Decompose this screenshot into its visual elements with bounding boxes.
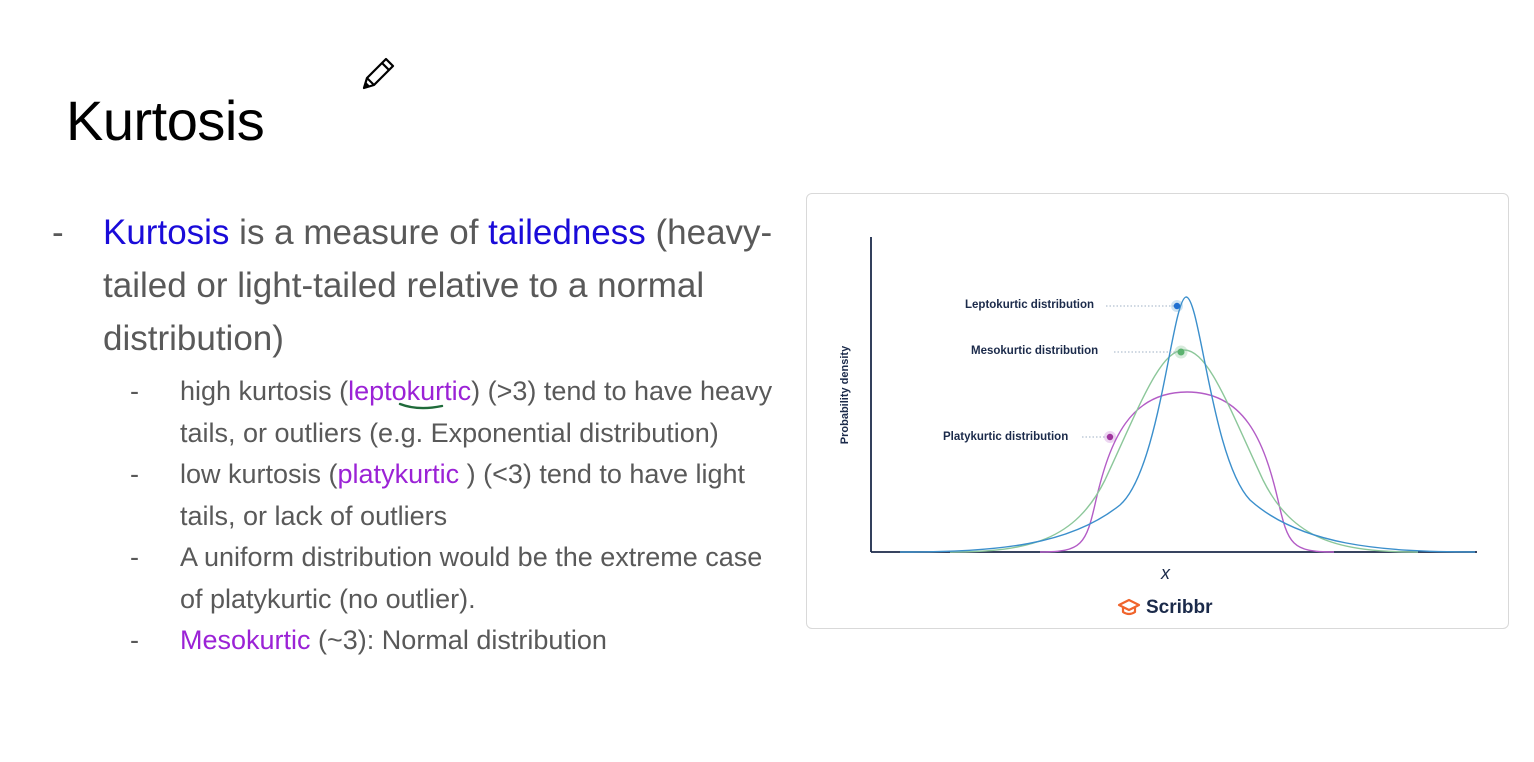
kurtosis-figure xyxy=(806,193,1509,629)
pencil-icon[interactable] xyxy=(358,52,400,94)
bullet-main-text: is a measure of xyxy=(229,213,489,252)
term-kurtosis: Kurtosis xyxy=(103,213,230,252)
y-axis-label: Probability density xyxy=(839,345,851,445)
label-leptokurtic: Leptokurtic distribution xyxy=(965,299,1095,311)
slide-title: Kurtosis xyxy=(66,89,265,152)
brand-name: Scribbr xyxy=(1146,597,1213,618)
sub-bullet-text: low kurtosis ( xyxy=(180,459,338,489)
bullet-list: - Kurtosis is a measure of tailedness (h… xyxy=(52,206,792,662)
term-mesokurtic: Mesokurtic xyxy=(180,625,311,655)
bullet-dash: - xyxy=(130,542,139,572)
bullet-dash: - xyxy=(130,625,139,655)
sub-bullet-mesokurtic: - Mesokurtic (~3): Normal distribution xyxy=(52,620,792,662)
sub-bullet-platykurtic: - low kurtosis (platykurtic ) (<3) tend … xyxy=(52,454,792,537)
term-platykurtic: platykurtic xyxy=(337,459,460,489)
bullet-dash: - xyxy=(130,376,139,406)
bullet-dash: - xyxy=(130,459,139,489)
handwritten-underline xyxy=(398,402,444,410)
graduation-cap-icon xyxy=(1117,598,1141,616)
sub-bullet-text: ) (>3) tend to have heavy tails, or outl… xyxy=(180,376,773,448)
sub-bullet-text: high kurtosis ( xyxy=(180,376,349,406)
label-platykurtic: Platykurtic distribution xyxy=(943,431,1069,443)
x-axis-label: x xyxy=(1161,563,1170,583)
label-mesokurtic: Mesokurtic distribution xyxy=(971,345,1099,357)
bullet-main-text-rest: (heavy-tailed or light-tailed relative t… xyxy=(103,213,773,358)
sub-bullet-text: A uniform distribution would be the extr… xyxy=(180,542,763,614)
term-leptokurtic: leptokurtic xyxy=(348,376,472,406)
bullet-main: - Kurtosis is a measure of tailedness (h… xyxy=(52,206,792,365)
scribbr-logo: Scribbr xyxy=(1117,596,1213,620)
term-tailedness: tailedness xyxy=(488,213,646,252)
sub-bullet-uniform: - A uniform distribution would be the ex… xyxy=(52,537,792,620)
sub-bullet-leptokurtic: - high kurtosis (leptokurtic) (>3) tend … xyxy=(52,371,792,454)
bullet-dash: - xyxy=(52,213,64,252)
sub-bullet-text: ) (<3) tend to have light tails, or lack… xyxy=(180,459,745,531)
sub-bullet-text: (~3): Normal distribution xyxy=(310,625,607,655)
